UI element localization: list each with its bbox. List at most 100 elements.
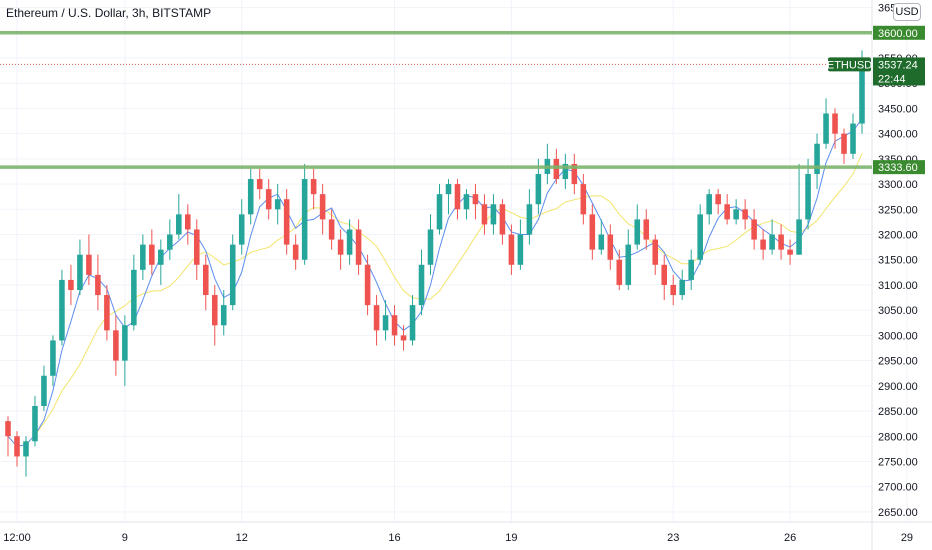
candle-body: [185, 214, 191, 230]
candle-body: [176, 214, 182, 235]
candles: [5, 50, 865, 477]
candle-body: [517, 234, 524, 265]
candle: [805, 158, 811, 230]
price-tick-label: 3200.00: [878, 230, 918, 242]
candle: [202, 254, 209, 311]
price-tick-label: 3450.00: [878, 103, 918, 115]
candle-body: [382, 315, 389, 331]
candle-body: [814, 143, 820, 174]
candle-body: [778, 234, 784, 250]
candle: [751, 209, 757, 250]
candle-body: [310, 179, 317, 195]
candle: [176, 194, 182, 240]
candle: [850, 113, 856, 159]
candle-body: [553, 158, 560, 180]
candle-body: [59, 279, 65, 341]
candle: [787, 239, 793, 265]
candle: [661, 254, 668, 301]
candle: [328, 209, 335, 250]
symbol-tag: ETHUSD: [827, 59, 872, 71]
candle: [77, 239, 83, 296]
candle: [337, 229, 344, 270]
symbol-tag-bg: [828, 57, 871, 72]
candle-body: [319, 194, 326, 220]
price-tick-label: 2950.00: [878, 356, 918, 368]
candle: [769, 219, 775, 255]
candle: [292, 234, 299, 270]
candle: [490, 194, 497, 235]
candle: [517, 219, 524, 270]
price-tick-label: 2650.00: [878, 507, 918, 519]
candle: [122, 315, 128, 386]
candle-body: [499, 204, 506, 235]
currency-button[interactable]: USD: [893, 3, 921, 21]
candle-body: [247, 179, 254, 215]
candle-body: [589, 214, 596, 250]
candle-body: [211, 295, 218, 326]
candle: [589, 204, 596, 260]
candle-body: [427, 229, 434, 265]
price-tick-label: 2900.00: [878, 381, 918, 393]
time-tick-label: 12: [236, 532, 248, 544]
candle-body: [607, 234, 614, 260]
chart-title: Ethereum / U.S. Dollar, 3h, BITSTAMP: [6, 6, 212, 20]
candle-body: [238, 214, 245, 245]
candle: [301, 163, 308, 265]
level-label-bg: [873, 25, 925, 40]
candle-body: [670, 284, 677, 296]
price-tick-label: 2850.00: [878, 406, 918, 418]
candle-body: [859, 64, 865, 124]
candle: [697, 204, 703, 265]
time-axis[interactable]: 12:009121619232629Sep: [3, 532, 932, 544]
candle: [832, 108, 838, 149]
candle: [140, 234, 146, 280]
candle-body: [796, 219, 802, 255]
candle: [238, 199, 245, 255]
candle: [355, 219, 362, 275]
candle: [562, 153, 569, 190]
current-price-tag-bg: [873, 57, 925, 86]
price-axis[interactable]: 2650.00 2700.00 2750.00 2800.00 2850.00 2900.…: [878, 3, 918, 519]
candle-body: [580, 184, 587, 215]
ma-slow-line: [7, 153, 863, 447]
candle-body: [391, 315, 398, 336]
price-tick-label: 2700.00: [878, 482, 918, 494]
horizontal-levels[interactable]: [0, 31, 872, 169]
candle-body: [86, 254, 92, 275]
candle-body: [598, 234, 605, 250]
candle-body: [823, 113, 829, 144]
candle-body: [77, 254, 83, 290]
candle-body: [23, 441, 29, 457]
candle-body: [706, 194, 712, 215]
candle: [463, 189, 470, 220]
candle: [814, 133, 820, 190]
candle: [149, 229, 155, 275]
candle-body: [346, 229, 353, 255]
candle: [481, 194, 488, 235]
candle: [185, 204, 191, 245]
candle: [391, 305, 398, 346]
candle-body: [850, 123, 856, 154]
candle: [607, 224, 614, 270]
candle: [113, 315, 119, 376]
candle: [679, 269, 685, 301]
candle: [95, 254, 101, 311]
time-tick-label: 26: [784, 532, 796, 544]
candle: [445, 179, 452, 215]
candle: [86, 234, 92, 285]
candle: [400, 325, 407, 351]
time-tick-label: 23: [667, 532, 679, 544]
candle-body: [742, 209, 748, 220]
candle: [319, 184, 326, 235]
candle-body: [490, 204, 497, 225]
candle: [59, 269, 65, 346]
candle-body: [454, 184, 461, 210]
candle-body: [113, 330, 119, 361]
candle: [193, 219, 200, 280]
candle: [418, 249, 425, 316]
candle: [310, 168, 317, 210]
candle-body: [715, 194, 721, 205]
price-tick-label: 2750.00: [878, 456, 918, 468]
candle-body: [436, 194, 443, 230]
